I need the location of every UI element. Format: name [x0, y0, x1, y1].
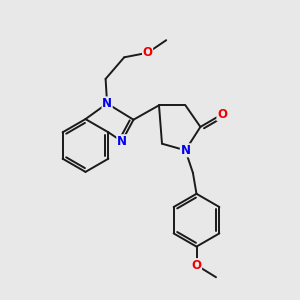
- Text: N: N: [117, 135, 127, 148]
- Text: N: N: [180, 144, 190, 157]
- Text: O: O: [142, 46, 153, 59]
- Text: O: O: [217, 108, 227, 121]
- Text: N: N: [102, 97, 112, 110]
- Text: O: O: [191, 259, 202, 272]
